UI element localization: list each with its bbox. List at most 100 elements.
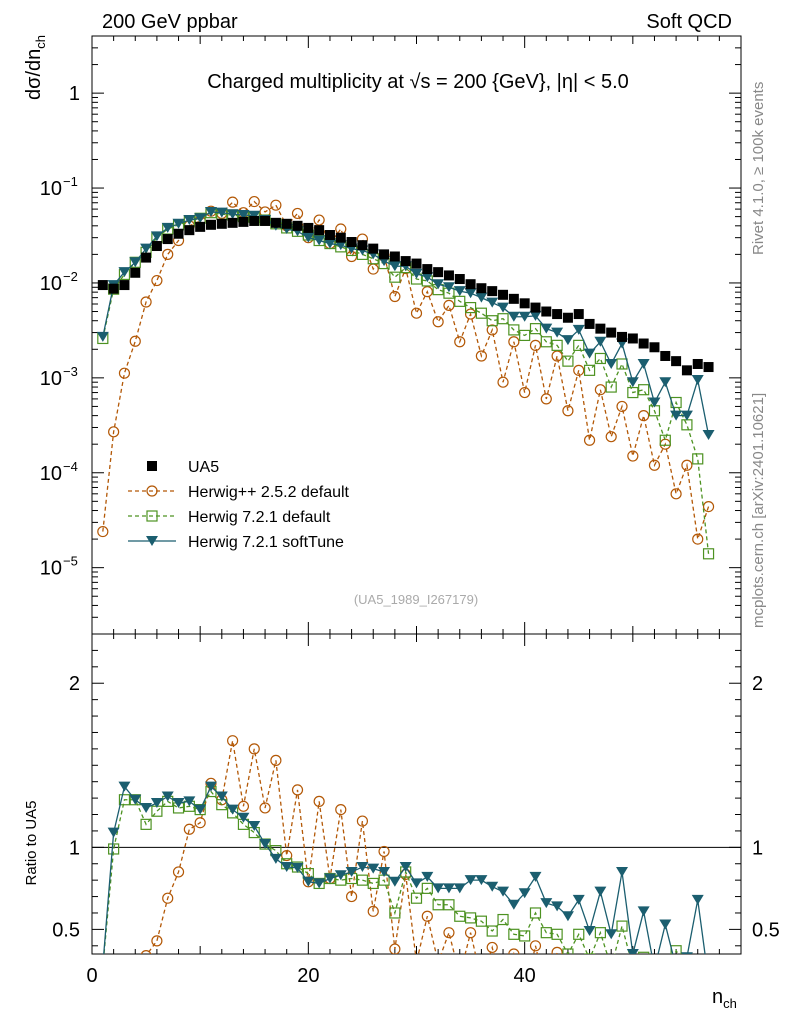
data-point (486, 297, 499, 308)
data-point (670, 410, 683, 421)
ratio-point (638, 951, 650, 954)
data-point (443, 270, 454, 281)
data-point (464, 308, 477, 320)
data-point (119, 280, 130, 291)
data-point (335, 232, 346, 243)
y-tick-label: 10 (40, 273, 62, 295)
ratio-point (302, 876, 315, 887)
ratio-point (98, 962, 108, 972)
ratio-axis-label: Ratio to UA5 (23, 800, 40, 885)
legend-label: UA5 (188, 459, 219, 476)
data-point (204, 206, 217, 217)
data-point (702, 429, 715, 440)
ratio-point (161, 791, 174, 802)
ratio-series-triangle (97, 781, 715, 985)
x-tick-label: 0 (86, 965, 97, 987)
ratio-point (259, 839, 272, 850)
data-point (129, 335, 141, 347)
data-point (519, 298, 530, 309)
ratio-point (660, 987, 670, 997)
ratio-point (453, 883, 466, 894)
ratio-point (703, 975, 715, 985)
data-point (129, 257, 142, 268)
data-point (432, 316, 444, 328)
y-tick-exponent: −1 (63, 174, 78, 189)
data-point (703, 362, 714, 373)
data-point (270, 199, 282, 211)
data-point (529, 339, 542, 351)
data-point (551, 339, 563, 351)
data-point (454, 295, 466, 307)
ratio-point (626, 949, 639, 954)
data-point (541, 306, 552, 317)
data-point (323, 238, 336, 249)
data-point (518, 311, 531, 322)
legend-marker (147, 461, 157, 471)
data-point (551, 327, 564, 338)
data-point (540, 323, 553, 334)
data-point (594, 384, 606, 396)
data-point (411, 258, 422, 269)
data-point (410, 268, 423, 279)
ratio-point (97, 960, 109, 970)
data-point (118, 267, 131, 278)
legend-item: Herwig 7.2.1 softTune (128, 534, 344, 551)
ratio-point (508, 928, 520, 940)
ratio-point (281, 849, 293, 862)
data-point (562, 312, 573, 323)
legend-marker (146, 536, 158, 546)
data-point (314, 225, 325, 236)
ratio-point (183, 796, 196, 807)
ratio-point (616, 866, 629, 877)
ratio-point (529, 871, 542, 882)
data-point (130, 267, 141, 278)
ratio-point (628, 962, 638, 972)
ratio-point (194, 804, 207, 815)
ratio-point (389, 907, 401, 919)
ratio-point (421, 882, 433, 894)
ratio-point (519, 930, 531, 942)
data-point (464, 301, 477, 314)
ratio-point (464, 912, 477, 924)
data-point (605, 431, 617, 443)
data-point (498, 289, 509, 300)
mcplots-note: mcplots.cern.ch [arXiv:2401.10621] (750, 393, 767, 628)
legend-marker (146, 485, 158, 497)
data-point (454, 274, 465, 285)
ratio-point (585, 997, 595, 1007)
ratio-point (118, 781, 131, 792)
data-point (379, 249, 390, 260)
data-point (368, 243, 379, 254)
ratio-point (356, 862, 369, 873)
ratio-point (270, 754, 282, 766)
data-point (410, 307, 423, 319)
data-point (486, 315, 498, 327)
data-point (334, 240, 347, 251)
ratio-point (540, 898, 553, 909)
ratio-point (183, 823, 195, 835)
ratio-point (476, 975, 486, 985)
data-point (357, 240, 368, 251)
y-tick-label: 10 (40, 368, 62, 390)
ratio-point (248, 743, 260, 755)
ratio-series-square (98, 785, 682, 995)
data-point (616, 400, 628, 413)
data-point (691, 374, 704, 385)
ratio-point (475, 875, 488, 886)
ratio-point (345, 866, 358, 877)
data-point (508, 336, 520, 348)
ratio-point (606, 993, 616, 1003)
data-point (692, 453, 704, 465)
ratio-point (617, 976, 627, 986)
ratio-line (146, 740, 559, 954)
ratio-point (594, 927, 606, 939)
ratio-point (606, 962, 616, 972)
ratio-point (498, 987, 508, 997)
data-point (303, 222, 314, 233)
ratio-tick-label-right: 0.5 (752, 919, 780, 941)
ratio-point (660, 985, 670, 995)
ratio-point (583, 953, 596, 954)
ratio-point (562, 948, 574, 954)
ratio-point (313, 878, 326, 889)
data-point (422, 264, 433, 275)
